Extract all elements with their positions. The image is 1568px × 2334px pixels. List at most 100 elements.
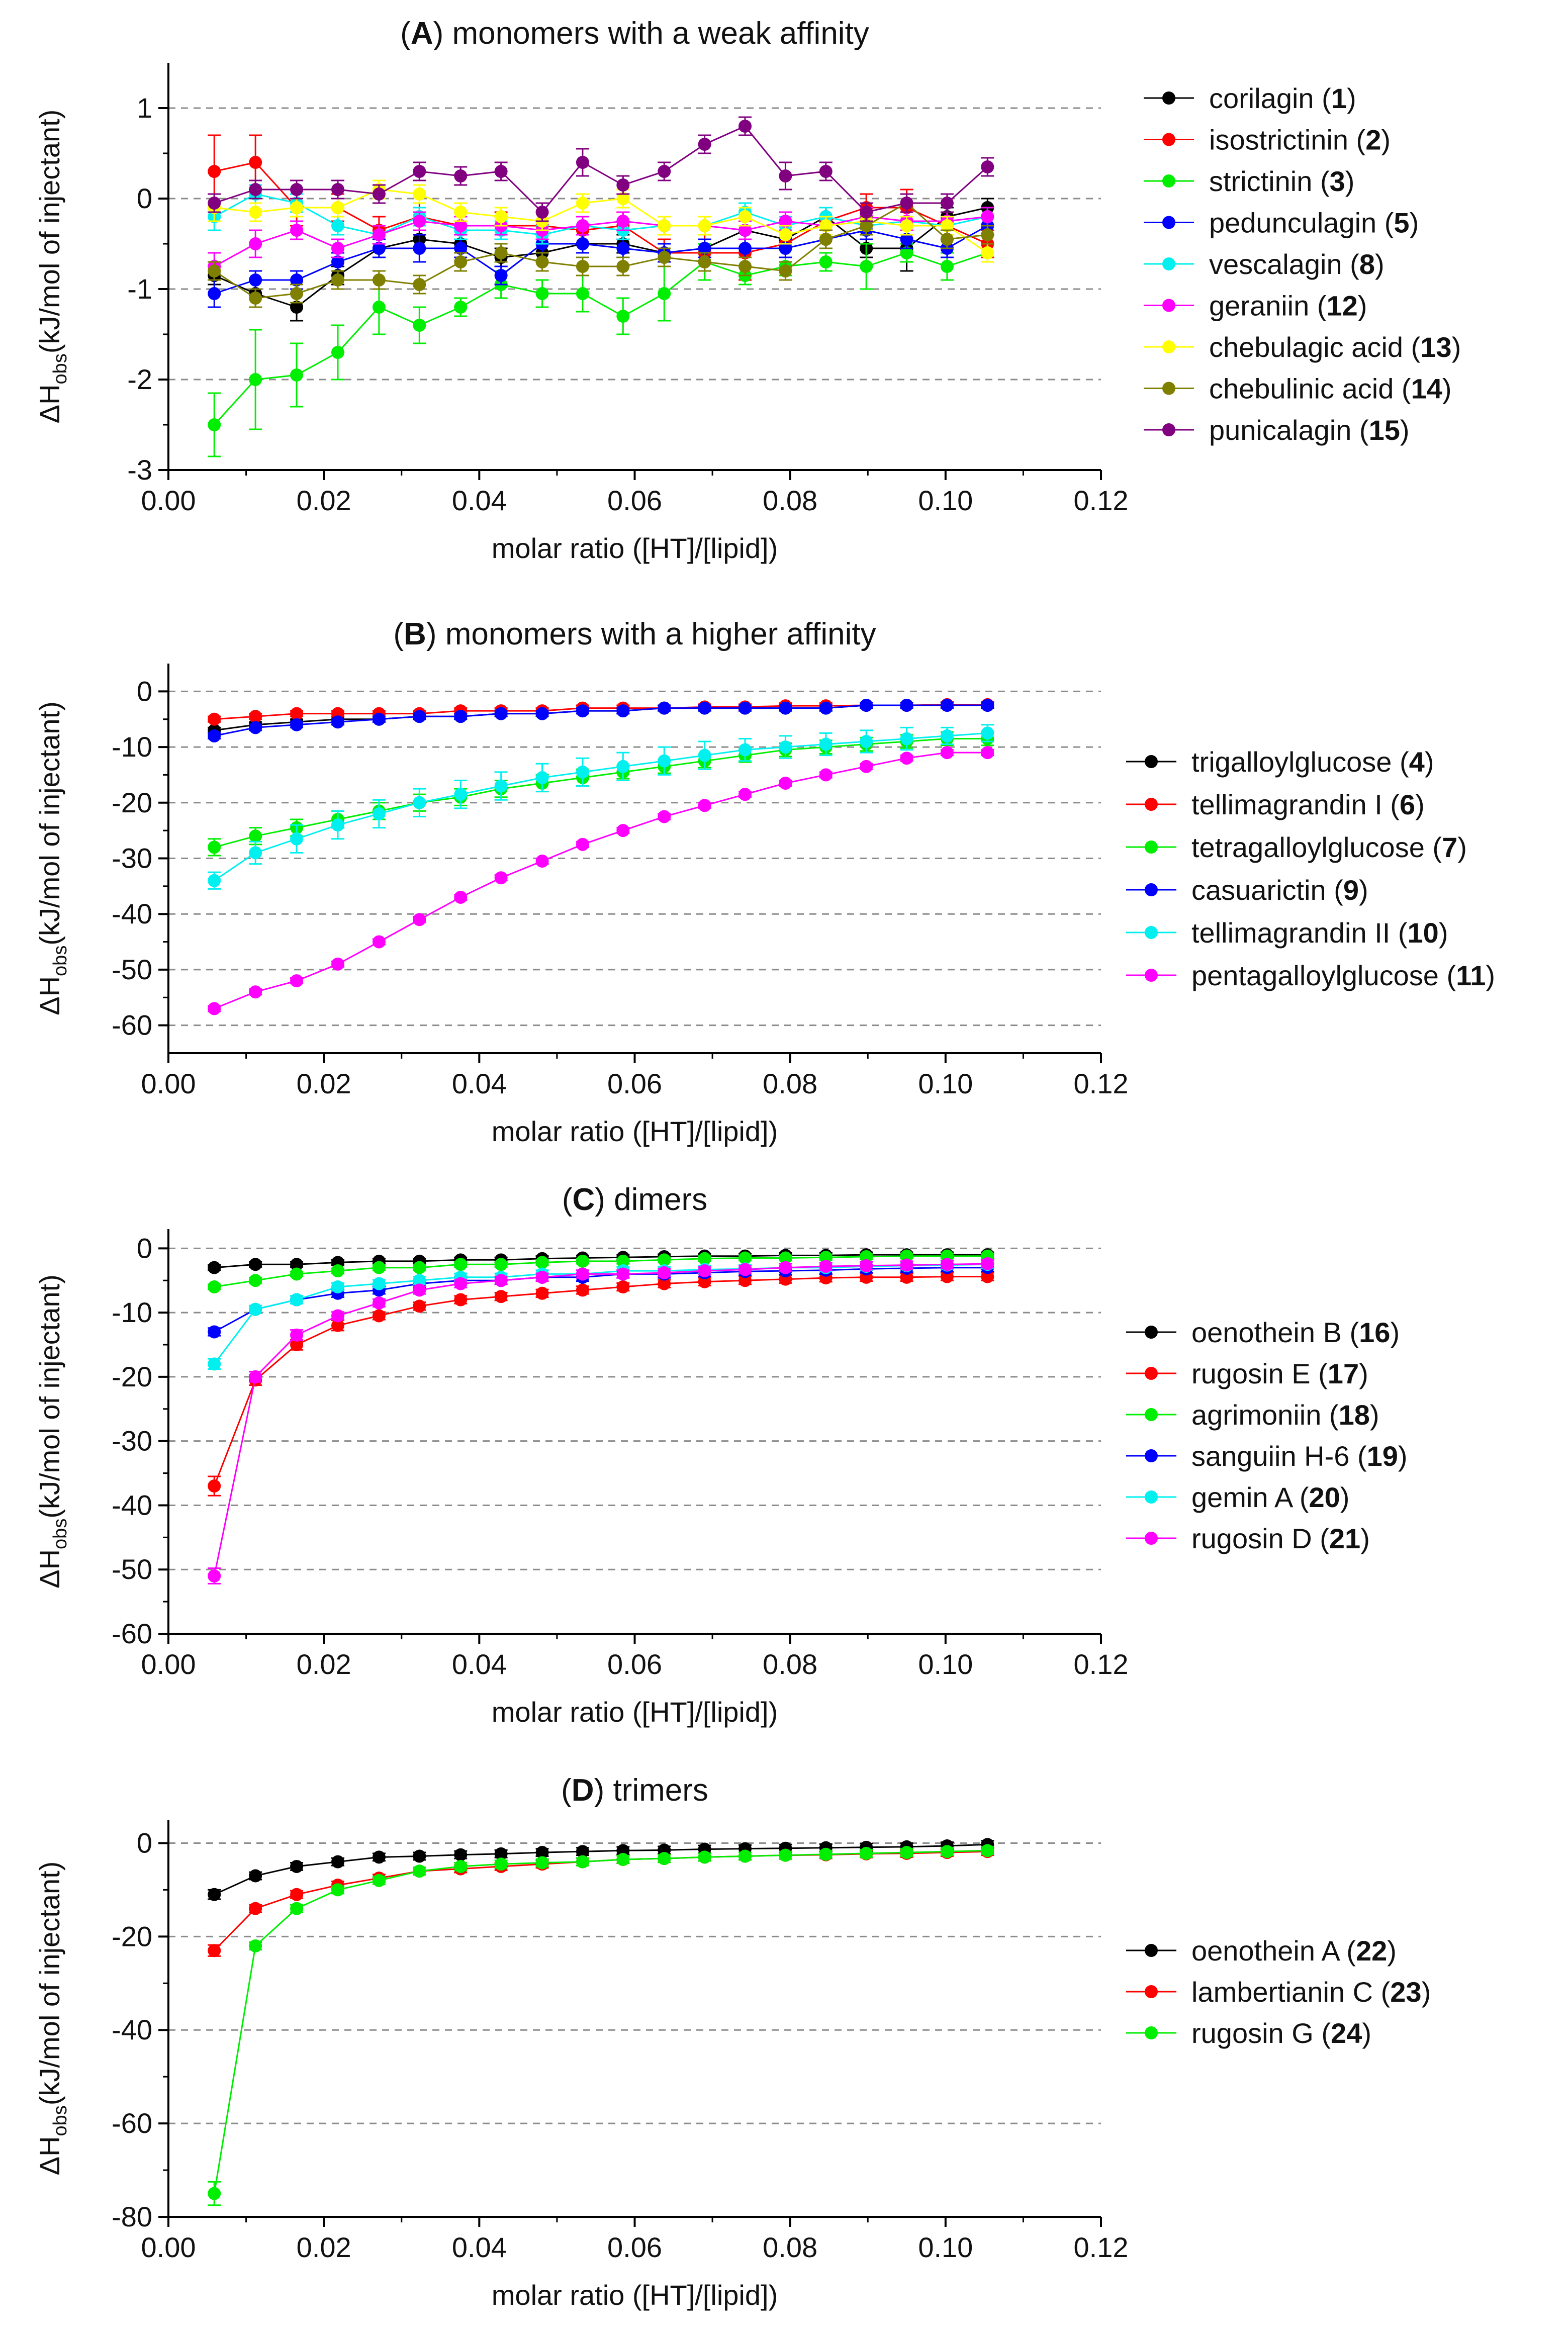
x-tick-label: 0.06 bbox=[607, 1648, 662, 1680]
series-1 bbox=[208, 198, 994, 322]
data-point bbox=[779, 740, 792, 754]
legend-item: trigalloylglucose (4) bbox=[1126, 746, 1434, 778]
x-tick-label: 0.08 bbox=[763, 2231, 817, 2263]
data-point bbox=[208, 1479, 221, 1493]
y-tick-label: -20 bbox=[112, 1361, 152, 1392]
data-point bbox=[372, 935, 386, 949]
data-point bbox=[454, 710, 468, 723]
series-7 bbox=[208, 179, 994, 263]
legend-number: 19 bbox=[1367, 1440, 1398, 1472]
data-point bbox=[658, 251, 671, 264]
y-tick-label: -10 bbox=[112, 1296, 152, 1328]
legend-label: isostrictinin (2) bbox=[1209, 124, 1391, 156]
series-line bbox=[214, 1255, 988, 1288]
legend-label: oenothein A (22) bbox=[1191, 1935, 1397, 1967]
legend-marker bbox=[1162, 216, 1175, 229]
y-axis-label-subscript: obs bbox=[50, 946, 71, 976]
x-axis-label: molar ratio ([HT]/[lipid]) bbox=[492, 532, 778, 564]
data-point bbox=[290, 832, 304, 846]
data-point bbox=[658, 810, 671, 823]
data-point bbox=[494, 210, 508, 223]
y-tick-label: 0 bbox=[137, 1827, 152, 1858]
series-1 bbox=[208, 1838, 994, 1901]
data-point bbox=[413, 710, 426, 723]
data-point bbox=[860, 1250, 873, 1263]
series-line bbox=[214, 225, 988, 295]
data-point bbox=[739, 1274, 752, 1287]
legend-name: chebulagic acid bbox=[1209, 331, 1403, 363]
x-tick-label: 0.00 bbox=[141, 1648, 196, 1680]
series-3 bbox=[208, 243, 994, 457]
panel-d: (D) trimers 0.00 0.02 0.04 0.06 0.08 0.10 0.12 0… bbox=[34, 1773, 1431, 2311]
data-point bbox=[940, 219, 954, 232]
chart-title-letter: D bbox=[572, 1773, 594, 1808]
data-point bbox=[331, 242, 344, 255]
y-tick-label: 1 bbox=[137, 92, 152, 124]
legend-item: rugosin E (17) bbox=[1126, 1358, 1368, 1389]
data-point bbox=[900, 246, 913, 259]
data-point bbox=[290, 273, 304, 287]
data-point bbox=[208, 165, 221, 178]
y-tick-label: 0 bbox=[137, 1232, 152, 1264]
legend-name: tellimagrandin II bbox=[1191, 917, 1390, 949]
y-tick-label: -20 bbox=[112, 787, 152, 818]
x-tick-label: 0.02 bbox=[297, 1068, 351, 1099]
legend-item: oenothein B (16) bbox=[1126, 1317, 1400, 1348]
data-point bbox=[698, 219, 711, 232]
data-point bbox=[576, 287, 589, 300]
data-point bbox=[940, 729, 954, 742]
data-point bbox=[413, 1864, 426, 1878]
y-axis-label-subscript: obs bbox=[50, 1519, 71, 1549]
data-point bbox=[372, 1261, 386, 1274]
x-tick-label: 0.10 bbox=[918, 485, 973, 516]
x-tick-label: 0.04 bbox=[452, 1068, 507, 1099]
data-point bbox=[576, 1267, 589, 1281]
legend-number: 21 bbox=[1329, 1523, 1360, 1554]
data-point bbox=[331, 1319, 344, 1332]
data-point bbox=[413, 1274, 426, 1287]
series-line bbox=[214, 752, 988, 1009]
data-point bbox=[413, 188, 426, 201]
y-axis-label-suffix: (kJ/mol of injectant) bbox=[34, 1274, 65, 1519]
data-point bbox=[290, 1902, 304, 1915]
data-point bbox=[616, 1853, 630, 1866]
legend-item: gemin A (20) bbox=[1126, 1481, 1349, 1513]
legend-item: chebulagic acid (13) bbox=[1144, 331, 1461, 363]
data-point bbox=[940, 260, 954, 273]
data-point bbox=[454, 1277, 468, 1290]
legend-marker bbox=[1145, 969, 1158, 982]
series-6 bbox=[208, 1257, 994, 1584]
legend-name: lambertianin C bbox=[1191, 1976, 1373, 2008]
data-point bbox=[981, 1270, 994, 1283]
legend-label: corilagin (1) bbox=[1209, 82, 1356, 114]
series-line bbox=[214, 1263, 988, 1365]
data-point bbox=[779, 1251, 792, 1265]
legend-item: tellimagrandin II (10) bbox=[1126, 917, 1448, 949]
legend-number: 5 bbox=[1394, 207, 1409, 239]
data-point bbox=[413, 242, 426, 255]
data-point bbox=[616, 215, 630, 228]
data-point bbox=[454, 301, 468, 314]
panel-a: (A) monomers with a weak affinity 0.00 0.0… bbox=[34, 16, 1461, 564]
legend-marker bbox=[1145, 1367, 1158, 1380]
legend-name: rugosin E bbox=[1191, 1358, 1311, 1389]
data-point bbox=[658, 1266, 671, 1279]
data-point bbox=[494, 1274, 508, 1287]
data-point bbox=[454, 1859, 468, 1873]
chart-title-prefix: ( bbox=[400, 16, 411, 51]
data-point bbox=[494, 707, 508, 720]
x-tick-label: 0.04 bbox=[452, 1648, 507, 1680]
series-line bbox=[214, 207, 988, 308]
data-point bbox=[616, 1267, 630, 1281]
legend-label: pentagalloylglucose (11) bbox=[1191, 960, 1495, 991]
data-point bbox=[413, 1299, 426, 1313]
y-tick-label: -50 bbox=[112, 954, 152, 985]
chart-title-letter: A bbox=[411, 16, 433, 51]
x-tick-label: 0.04 bbox=[452, 2231, 507, 2263]
data-point bbox=[454, 219, 468, 232]
x-tick-label: 0.02 bbox=[297, 485, 351, 516]
data-point bbox=[819, 768, 833, 782]
legend-label: agrimoniin (18) bbox=[1191, 1399, 1379, 1431]
data-point bbox=[535, 1286, 549, 1300]
data-point bbox=[940, 1845, 954, 1858]
